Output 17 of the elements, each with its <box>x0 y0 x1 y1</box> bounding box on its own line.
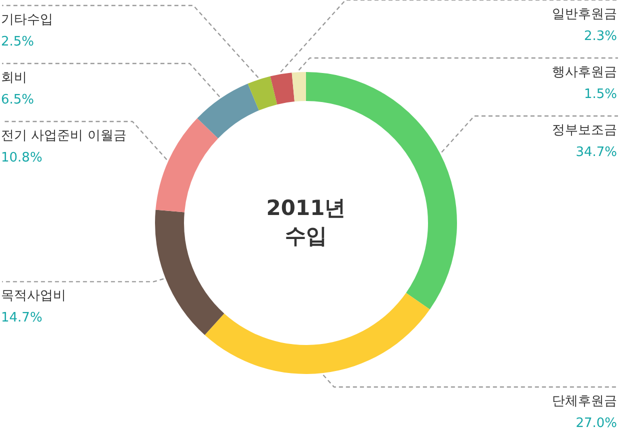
slice-label: 단체후원금 <box>552 394 617 409</box>
slice-label: 정부보조금 <box>552 123 617 138</box>
slice-label: 목적사업비 <box>1 288 66 304</box>
title: 2011년 수입 <box>266 196 346 248</box>
slice-label: 행사후원금 <box>552 65 617 80</box>
data-label: 27.0% <box>576 416 617 428</box>
slice-label: 일반후원금 <box>552 7 617 22</box>
data-label: 34.7% <box>576 145 617 160</box>
data-label: 2.5% <box>1 34 34 50</box>
slice-label: 전기 사업준비 이월금 <box>1 128 126 144</box>
slice-label: 기타수입 <box>1 12 53 28</box>
data-label: 10.8% <box>1 150 42 166</box>
data-label: 2.3% <box>584 29 617 44</box>
data-label: 1.5% <box>584 87 617 102</box>
data-label: 6.5% <box>1 92 34 108</box>
data-label: 14.7% <box>1 310 42 326</box>
slice-label: 회비 <box>1 70 27 86</box>
